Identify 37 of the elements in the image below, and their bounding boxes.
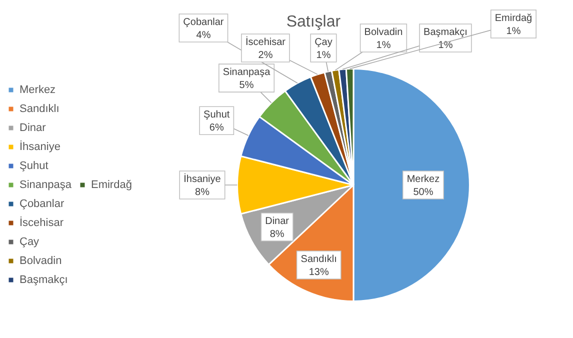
data-label: 1% xyxy=(316,50,331,61)
data-label: 13% xyxy=(308,266,329,278)
data-label: 1% xyxy=(438,40,453,51)
slice-label: Çobanlar xyxy=(183,16,224,28)
legend-label: Emirdağ xyxy=(90,179,132,192)
legend-label: Çay xyxy=(20,236,40,248)
data-label: 4% xyxy=(196,30,211,41)
legend-label: Merkez xyxy=(20,84,56,96)
data-label: 50% xyxy=(413,186,434,198)
data-label: 5% xyxy=(239,80,254,91)
slice-label: Bolvadin xyxy=(364,26,403,38)
slice-label: Şuhut xyxy=(204,109,230,120)
legend-label: Şuhut xyxy=(20,160,48,172)
chart-title: Satışlar xyxy=(286,13,342,30)
data-label: 2% xyxy=(258,50,273,61)
data-label: 6% xyxy=(209,122,224,134)
legend-label: Dinar xyxy=(20,122,46,134)
legend-label: İscehisar xyxy=(20,216,64,230)
slice-label: Sinanpaşa xyxy=(222,66,271,78)
legend-label: Bolvadin xyxy=(20,255,62,268)
legend-label: Sinanpaşa xyxy=(20,179,72,192)
slice-label: Çay xyxy=(314,36,332,48)
data-label: 8% xyxy=(194,186,210,198)
data-label: 1% xyxy=(506,26,521,37)
slice-label: Başmakçı xyxy=(424,26,468,38)
legend-label: Çobanlar xyxy=(20,198,64,210)
slice-label: İhsaniye xyxy=(184,172,222,185)
slice-label: Merkez xyxy=(406,174,440,185)
data-label: 1% xyxy=(376,40,391,51)
data-label: 8% xyxy=(270,228,284,240)
legend-label: İhsaniye xyxy=(20,140,60,154)
legend-label: Sandıklı xyxy=(20,103,60,116)
slice-label: Sandıklı xyxy=(300,254,337,265)
slice-label: Emirdağ xyxy=(494,12,532,24)
slice-label: Dinar xyxy=(265,216,290,227)
legend-label: Başmakçı xyxy=(20,274,68,286)
slice-label: İscehisar xyxy=(245,36,286,48)
